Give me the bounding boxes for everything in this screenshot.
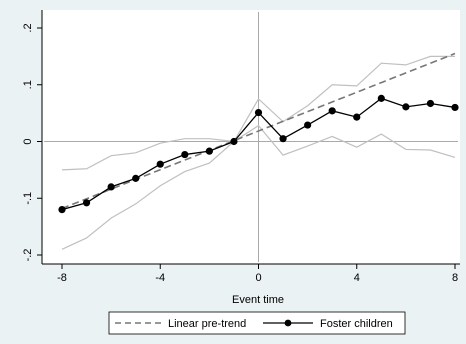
legend-marker-foster-children <box>284 319 292 327</box>
y-tick-label: -.2 <box>22 249 34 262</box>
data-point-foster-children <box>230 137 238 146</box>
reference-lines <box>44 12 458 262</box>
x-tick-label: 4 <box>354 272 360 284</box>
x-tick-label: -4 <box>155 272 165 284</box>
y-tick-label: -.1 <box>22 192 34 205</box>
x-tick-label: -8 <box>57 272 67 284</box>
legend: Linear pre-trend Foster children <box>108 311 406 335</box>
y-tick-label: 0 <box>22 138 34 144</box>
data-point-foster-children <box>205 147 213 155</box>
axes: -8 -4 0 4 8 -.2 -.1 0 .1 .2 <box>22 10 460 284</box>
data-point-foster-children <box>58 206 66 214</box>
confidence-band-lower <box>61 124 456 250</box>
x-axis-title: Event time <box>232 294 284 306</box>
y-tick-label: .2 <box>22 23 34 32</box>
data-point-foster-children <box>353 113 361 121</box>
legend-box <box>108 311 406 335</box>
data-point-foster-children <box>402 103 410 111</box>
data-point-foster-children <box>328 107 336 115</box>
y-tick-label: .1 <box>22 80 34 89</box>
x-tick-label: 0 <box>255 272 261 284</box>
data-point-foster-children <box>279 135 287 143</box>
plot-area <box>42 10 460 264</box>
series-line-linear-pre-trend <box>61 52 456 210</box>
confidence-band <box>61 55 456 250</box>
data-point-foster-children <box>107 183 115 191</box>
legend-label-foster-children: Foster children <box>320 318 393 330</box>
data-point-foster-children <box>132 174 140 182</box>
data-point-foster-children <box>304 121 312 129</box>
data-point-foster-children <box>426 99 435 108</box>
data-point-foster-children <box>377 94 385 102</box>
data-point-foster-children <box>181 150 189 159</box>
legend-label-linear-pre-trend: Linear pre-trend <box>168 318 246 330</box>
data-point-foster-children <box>451 103 459 112</box>
confidence-band-upper <box>61 55 455 171</box>
series-layer <box>58 52 459 214</box>
x-tick-label: 8 <box>452 272 458 284</box>
data-point-foster-children <box>82 199 91 207</box>
data-point-foster-children <box>254 108 263 117</box>
data-point-foster-children <box>156 160 164 168</box>
